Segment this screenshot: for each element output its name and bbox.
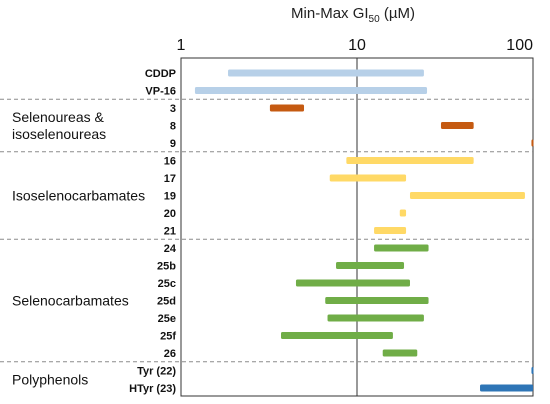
row-label: 21: [164, 226, 176, 238]
axis-title: Min-Max GI50 (µM): [291, 5, 415, 25]
range-bar: [295, 279, 410, 287]
row-label: 25d: [157, 296, 176, 308]
x-tick-label: 10: [348, 37, 366, 54]
range-bar: [269, 104, 305, 112]
range-bar: [281, 332, 393, 339]
range-bar: [194, 87, 428, 94]
row-label: 8: [170, 121, 176, 133]
row-label: CDDP: [145, 68, 176, 80]
axis-title-subscript: 50: [369, 14, 381, 25]
range-bar: [480, 384, 533, 392]
group-label: Isoselenocarbamates: [12, 188, 145, 204]
range-bars: [194, 69, 534, 392]
row-label: HTyr (23): [129, 383, 176, 395]
range-bar: [531, 367, 534, 374]
range-bar: [374, 244, 429, 252]
range-bar: [228, 69, 424, 77]
range-bar: [329, 174, 407, 182]
range-bar: [531, 139, 534, 147]
range-bar: [399, 209, 407, 217]
group-label: Selenoureas &: [12, 109, 105, 125]
row-label: 25e: [158, 313, 176, 325]
group-labels: Selenoureas &isoselenoureas Isoselenocarb…: [12, 109, 145, 387]
group-label: Polyphenols: [12, 371, 88, 387]
axis-title-prefix: Min-Max GI: [291, 5, 369, 22]
group-label: isoselenoureas: [12, 126, 106, 142]
row-label: 9: [170, 138, 176, 150]
x-axis-ticks: 1 10 100: [177, 37, 534, 54]
row-label: 17: [164, 173, 176, 185]
row-label: VP-16: [145, 86, 176, 98]
row-label: 24: [164, 243, 177, 255]
range-bar: [327, 314, 424, 322]
range-bar: [440, 122, 474, 129]
row-label: 3: [170, 103, 176, 115]
row-label: 25f: [160, 331, 176, 343]
range-bar: [374, 227, 407, 234]
row-label: 25c: [158, 278, 176, 290]
range-bar: [346, 157, 474, 164]
range-bar: [409, 192, 525, 199]
range-bar: [382, 349, 418, 357]
row-label: 19: [164, 191, 176, 203]
row-label: 16: [164, 156, 176, 168]
row-label: 20: [164, 208, 176, 220]
row-label: 26: [164, 348, 176, 360]
group-label: Selenocarbamates: [12, 293, 129, 309]
group-dividers: [0, 98, 533, 363]
row-label: 25b: [157, 261, 176, 273]
axis-title-suffix: (µM): [380, 5, 415, 22]
x-tick-label: 100: [506, 37, 533, 54]
row-label: Tyr (22): [137, 366, 176, 378]
range-bar: [325, 297, 429, 304]
row-labels: CDDP VP-16 3 8 9 16 17 19 20 21 24 25b 25c 25d 25e 25f 2…: [129, 68, 177, 395]
range-bar: [336, 262, 405, 269]
x-tick-label: 1: [177, 37, 186, 54]
